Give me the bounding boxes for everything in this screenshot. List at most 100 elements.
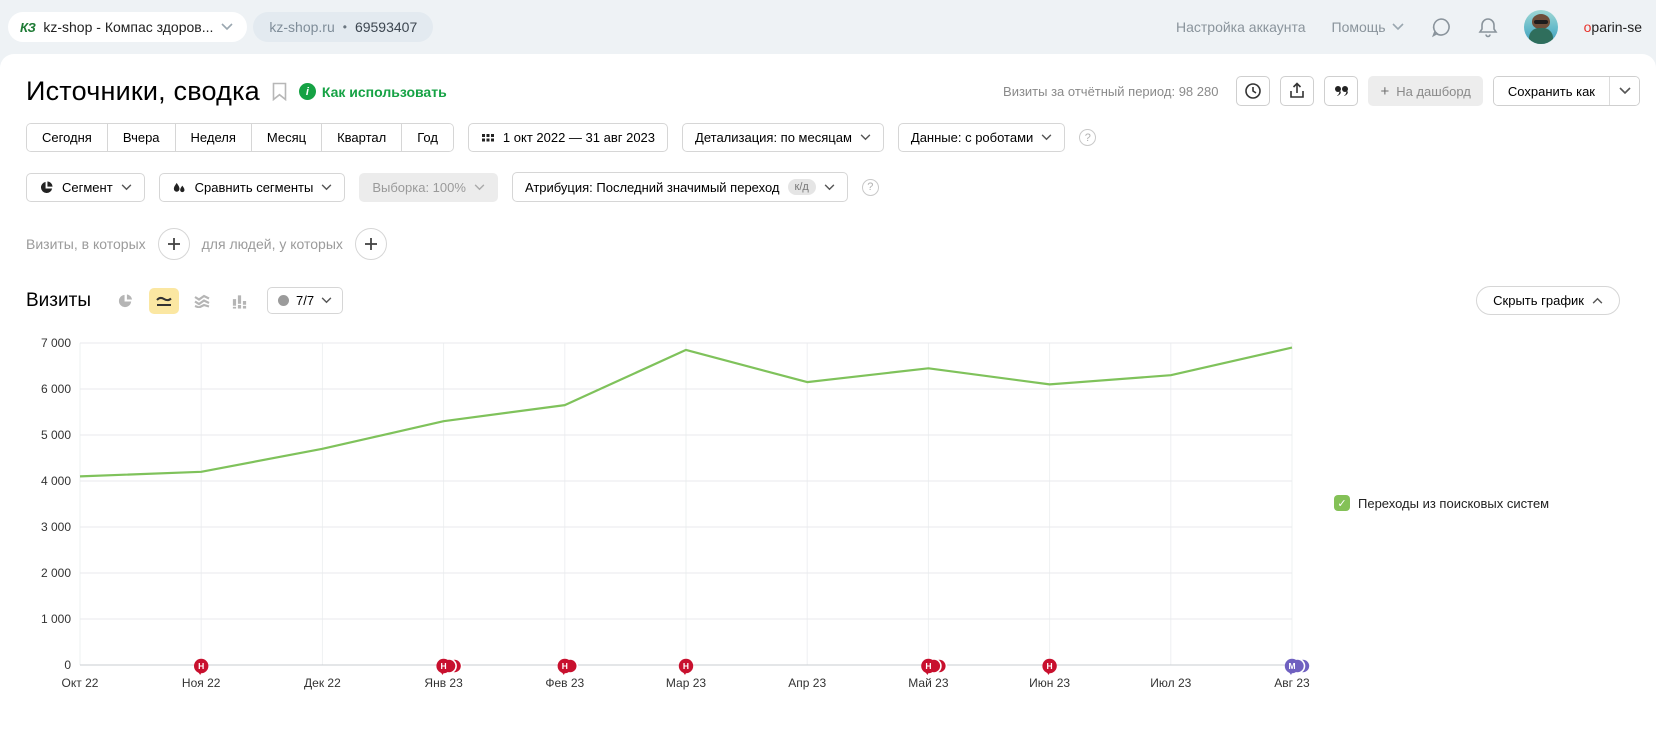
- svg-text:5 000: 5 000: [41, 428, 71, 442]
- legend-label: Переходы из поисковых систем: [1358, 495, 1550, 511]
- line-chart-type-button[interactable]: [148, 287, 179, 314]
- svg-text:Июл 23: Июл 23: [1150, 676, 1191, 690]
- how-to-use-link[interactable]: i Как использовать: [298, 83, 447, 100]
- dot-separator: •: [342, 20, 347, 34]
- svg-text:7 000: 7 000: [41, 336, 71, 350]
- visit-conditions-row: Визиты, в которых для людей, у которых: [0, 228, 1656, 260]
- chevron-down-icon: [1041, 134, 1052, 141]
- pie-chart-type-button[interactable]: [111, 288, 141, 314]
- chevron-down-icon: [121, 183, 132, 190]
- timeline-marker[interactable]: Н: [557, 658, 579, 675]
- attribution-badge: к/д: [787, 179, 816, 195]
- svg-text:Дек 22: Дек 22: [304, 676, 341, 690]
- segment-dropdown[interactable]: Сегмент: [26, 172, 145, 202]
- timeline-marker[interactable]: Н: [194, 658, 209, 675]
- annotations-button[interactable]: [1324, 76, 1359, 106]
- chevron-down-icon: [824, 183, 835, 190]
- help-menu[interactable]: Помощь: [1332, 19, 1404, 35]
- plus-icon: +: [1380, 82, 1390, 100]
- svg-text:Фев 23: Фев 23: [545, 676, 584, 690]
- visits-total-value: 98 280: [1178, 83, 1219, 99]
- info-icon: i: [298, 83, 316, 100]
- sampling-dropdown[interactable]: Выборка: 100%: [359, 172, 498, 202]
- svg-text:Ноя 22: Ноя 22: [182, 676, 221, 690]
- chart-legend: ✓ Переходы из поисковых систем: [1334, 495, 1549, 511]
- add-visit-condition-button[interactable]: [157, 228, 190, 260]
- add-to-dashboard-button[interactable]: + На дашборд: [1368, 76, 1483, 106]
- help-question-icon[interactable]: ?: [1079, 129, 1097, 146]
- hide-chart-button[interactable]: Скрыть график: [1476, 286, 1620, 315]
- legend-checkbox[interactable]: ✓: [1334, 495, 1350, 511]
- svg-text:Н: Н: [925, 661, 931, 671]
- visits-line-chart[interactable]: 0 1 000 2 000 3 000 4 000 5 000 6 000 7 000 Окт …: [22, 329, 1656, 702]
- svg-text:Н: Н: [198, 661, 204, 671]
- chevron-down-icon: [221, 23, 233, 31]
- export-button[interactable]: [1280, 76, 1315, 106]
- plus-icon: [364, 238, 377, 250]
- period-quarter[interactable]: Квартал: [322, 124, 403, 151]
- data-mode-dropdown[interactable]: Данные: с роботами: [897, 123, 1066, 152]
- chevron-down-icon: [474, 183, 485, 190]
- period-yesterday[interactable]: Вчера: [107, 124, 176, 151]
- export-icon: [1290, 82, 1305, 98]
- chart-title: Визиты: [26, 289, 91, 311]
- period-filter-row: Сегодня Вчера Неделя Месяц Квартал Год 1…: [0, 123, 1656, 152]
- timeline-marker[interactable]: Н: [678, 658, 694, 675]
- svg-text:1 000: 1 000: [41, 612, 71, 626]
- bookmark-icon[interactable]: [272, 82, 287, 101]
- account-settings-link[interactable]: Настройка аккаунта: [1175, 19, 1306, 35]
- timeline-marker[interactable]: Н: [1042, 658, 1057, 675]
- svg-text:Н: Н: [562, 661, 568, 671]
- help-label: Помощь: [1331, 19, 1386, 35]
- attribution-dropdown[interactable]: Атрибуция: Последний значимый переход к/…: [511, 172, 848, 202]
- svg-text:М: М: [1288, 661, 1295, 671]
- add-people-condition-button[interactable]: [354, 228, 387, 260]
- chart-section-header: Визиты 7/7 Скрыть график: [0, 286, 1656, 315]
- period-segmented-control: Сегодня Вчера Неделя Месяц Квартал Год: [26, 123, 454, 152]
- pie-segment-icon: [40, 180, 53, 193]
- stacked-area-icon: [194, 294, 210, 308]
- chevron-up-icon: [1592, 297, 1603, 304]
- chevron-down-icon: [321, 297, 332, 304]
- period-month[interactable]: Месяц: [251, 124, 323, 151]
- area-chart-type-button[interactable]: [187, 288, 217, 314]
- timeline-marker[interactable]: М: [1284, 658, 1311, 675]
- visits-chart-area: 0 1 000 2 000 3 000 4 000 5 000 6 000 7 000 Окт …: [0, 329, 1656, 702]
- column-chart-type-button[interactable]: [225, 288, 255, 314]
- main-panel: Источники, сводка i Как использовать Виз…: [0, 54, 1656, 733]
- svg-text:Янв 23: Янв 23: [424, 676, 463, 690]
- svg-text:Май 23: Май 23: [908, 676, 949, 690]
- history-clock-button[interactable]: [1236, 76, 1271, 106]
- save-as-button[interactable]: Сохранить как: [1493, 77, 1609, 105]
- column-chart-icon: [233, 294, 247, 309]
- svg-text:2 000: 2 000: [41, 566, 71, 580]
- metrics-selector-dropdown[interactable]: 7/7: [266, 287, 344, 314]
- counter-domain-pill: kz-shop.ru • 69593407: [253, 12, 434, 42]
- segment-filter-row: Сегмент Сравнить сегменты Выборка: 100% …: [0, 172, 1656, 202]
- svg-text:Мар 23: Мар 23: [666, 676, 706, 690]
- detail-dropdown[interactable]: Детализация: по месяцам: [682, 123, 884, 152]
- drops-icon: [173, 182, 185, 192]
- help-question-icon[interactable]: ?: [861, 178, 879, 196]
- timeline-marker[interactable]: Н: [436, 658, 463, 675]
- timeline-marker[interactable]: Н: [921, 658, 948, 675]
- counter-selector[interactable]: КЗ kz-shop - Компас здоров...: [8, 12, 248, 42]
- date-range-picker[interactable]: 1 окт 2022 — 31 авг 2023: [467, 123, 669, 152]
- compare-segments-dropdown[interactable]: Сравнить сегменты: [158, 172, 346, 202]
- counter-name: kz-shop - Компас здоров...: [43, 19, 214, 35]
- metric-dot-icon: [277, 295, 289, 306]
- report-header: Источники, сводка i Как использовать Виз…: [0, 76, 1656, 107]
- chat-icon[interactable]: [1430, 16, 1452, 38]
- notifications-bell-icon[interactable]: [1478, 16, 1498, 38]
- svg-text:6 000: 6 000: [41, 382, 71, 396]
- for-people-label: для людей, у которых: [201, 236, 343, 252]
- period-today[interactable]: Сегодня: [27, 124, 108, 151]
- counter-domain: kz-shop.ru: [269, 19, 335, 35]
- avatar[interactable]: [1523, 10, 1558, 44]
- period-week[interactable]: Неделя: [175, 124, 252, 151]
- topbar: КЗ kz-shop - Компас здоров... kz-shop.ru…: [0, 0, 1656, 54]
- svg-text:Авг 23: Авг 23: [1274, 676, 1310, 690]
- username[interactable]: oparin-se: [1583, 19, 1642, 35]
- period-year[interactable]: Год: [402, 124, 453, 151]
- save-as-dropdown[interactable]: [1609, 77, 1639, 105]
